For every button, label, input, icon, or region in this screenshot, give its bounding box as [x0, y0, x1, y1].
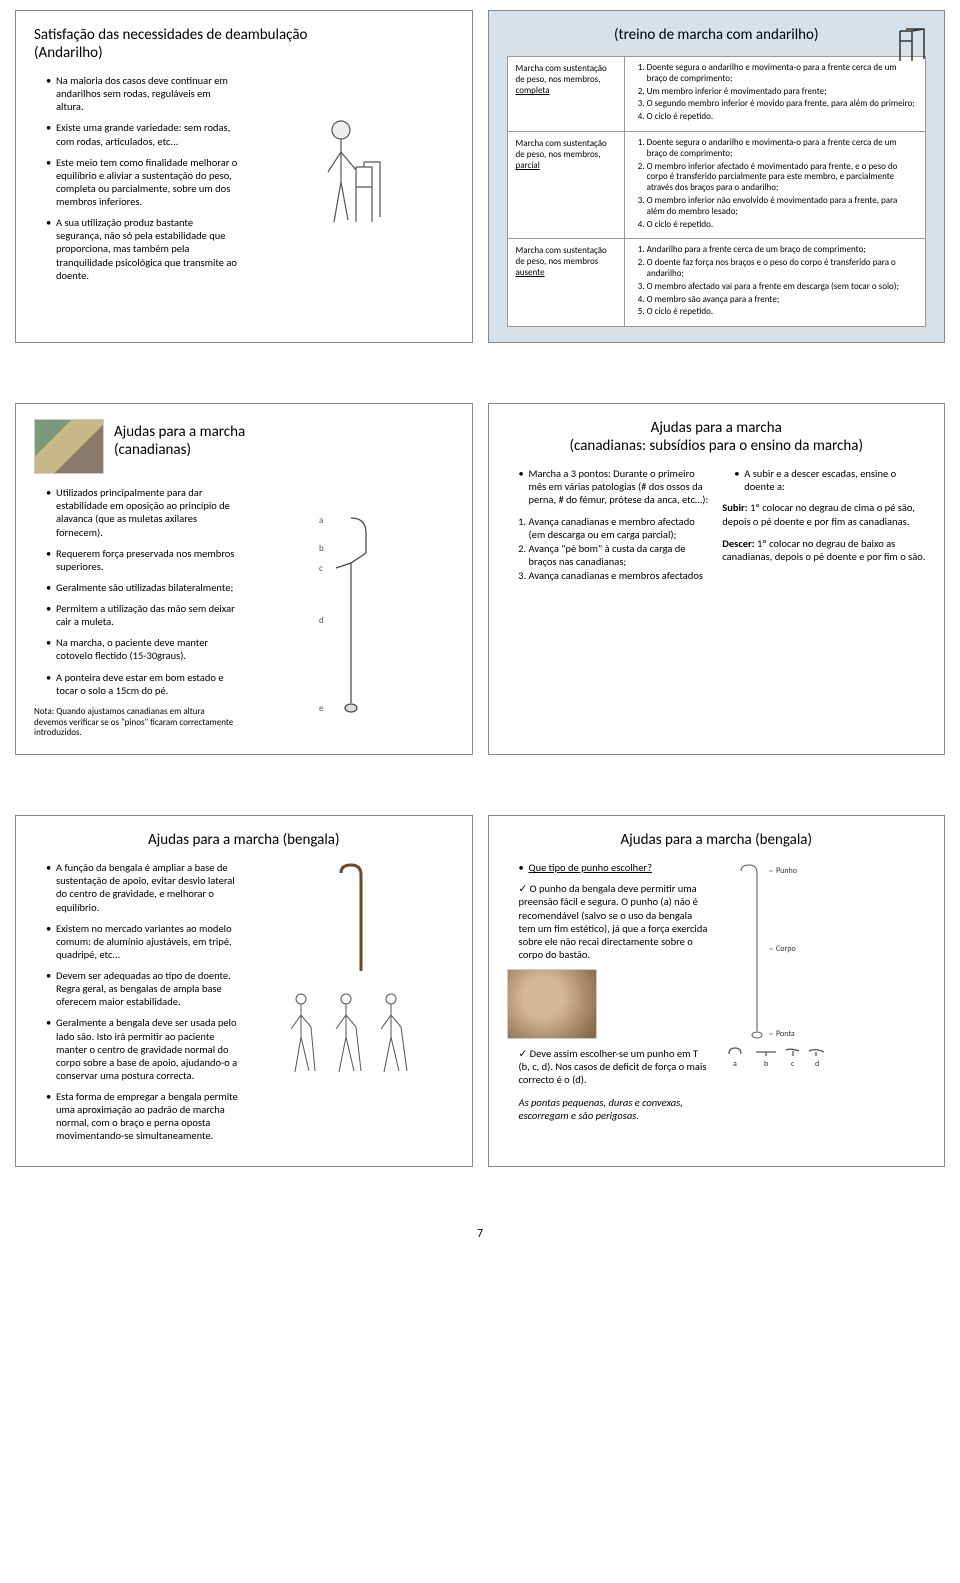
- table-row: Marcha com sustentação de peso, nos memb…: [507, 239, 926, 327]
- intro-text: A subir e a descer escadas, ensine o doe…: [734, 467, 926, 493]
- hand-photo: [507, 969, 597, 1039]
- svg-text:a: a: [733, 1059, 737, 1069]
- bullet: Existe uma grande variedade: sem rodas, …: [46, 121, 239, 147]
- bullet: Geralmente a bengala deve ser usada pelo…: [46, 1016, 239, 1082]
- note-text: Nota: Quando ajustamos canadianas em alt…: [34, 707, 239, 739]
- svg-text:Corpo: Corpo: [776, 944, 796, 954]
- cane-parts-illustration: Punho Corpo Ponta a b c d: [721, 861, 926, 1122]
- svg-text:e: e: [319, 703, 324, 714]
- warning-note: As pontas pequenas, duras e convexas, es…: [507, 1096, 712, 1122]
- bullet: A sua utilização produz bastante seguran…: [46, 216, 239, 282]
- crutch-illustration: a b c d e: [249, 486, 454, 739]
- page-number: 7: [15, 1227, 945, 1241]
- svg-text:b: b: [319, 543, 324, 554]
- row-1: Satisfação das necessidades de deambulaç…: [15, 10, 945, 343]
- svg-text:b: b: [764, 1059, 768, 1069]
- walker-illustration: [249, 74, 454, 290]
- andarilho-bullets: Na maioria dos casos deve continuar em a…: [34, 74, 239, 282]
- bullet: Existem no mercado variantes ao modelo c…: [46, 922, 239, 961]
- intro-text: Marcha a 3 pontos: Durante o primeiro mê…: [519, 467, 711, 506]
- bullet: A função da bengala é ampliar a base de …: [46, 861, 239, 914]
- slide-title: Ajudas para a marcha (canadianas: subsíd…: [507, 419, 927, 455]
- slide-title: Ajudas para a marcha (bengala): [507, 831, 927, 849]
- svg-text:d: d: [815, 1059, 819, 1069]
- cane-icon: [321, 861, 381, 981]
- step: Avança canadianas e membro afectado (em …: [529, 515, 711, 542]
- svg-text:a: a: [319, 515, 323, 526]
- slide-bengala-left: Ajudas para a marcha (bengala) A função …: [15, 815, 473, 1166]
- slide-canadianas: Ajudas para a marcha (canadianas) Utiliz…: [15, 403, 473, 755]
- svg-text:d: d: [319, 615, 324, 626]
- slide-title: Satisfação das necessidades de deambulaç…: [34, 26, 454, 62]
- bullet: A ponteira deve estar em bom estado e to…: [46, 671, 239, 697]
- bullet: Permitem a utilização das mão sem deixar…: [46, 602, 239, 628]
- question: Que tipo de punho escolher?: [519, 861, 712, 874]
- walker-icon: [894, 23, 930, 68]
- bullet: Este meio tem como finalidade melhorar o…: [46, 156, 239, 209]
- table-row: Marcha com sustentação de peso, nos memb…: [507, 57, 926, 132]
- svg-text:c: c: [791, 1059, 795, 1069]
- slide-title: (treino de marcha com andarilho): [507, 26, 927, 44]
- row-2: Ajudas para a marcha (canadianas) Utiliz…: [15, 403, 945, 755]
- bengala-bullets: A função da bengala é ampliar a base de …: [34, 861, 239, 1142]
- canadianas-bullets: Utilizados principalmente para dar estab…: [34, 486, 239, 697]
- slide-title: Ajudas para a marcha (bengala): [34, 831, 454, 849]
- subir-label: Subir:: [722, 501, 747, 514]
- svg-text:Punho: Punho: [776, 866, 797, 876]
- bullet: Geralmente são utilizadas bilateralmente…: [46, 581, 239, 594]
- slide-title: Ajudas para a marcha (canadianas): [114, 423, 245, 459]
- svg-text:Ponta: Ponta: [776, 1029, 795, 1039]
- gait-table: Marcha com sustentação de peso, nos memb…: [507, 56, 927, 327]
- bullet: Na marcha, o paciente deve manter cotove…: [46, 636, 239, 662]
- walking-figures-icon: [281, 987, 421, 1087]
- svg-text:c: c: [319, 563, 323, 574]
- bullet: Utilizados principalmente para dar estab…: [46, 486, 239, 539]
- descer-label: Descer:: [722, 537, 754, 550]
- step: Avança "pé bom" à custa da carga de braç…: [529, 542, 711, 569]
- bullet: Esta forma de empregar a bengala permite…: [46, 1090, 239, 1143]
- photo-canadianas: [34, 419, 104, 474]
- bullet: Devem ser adequadas ao tipo de doente. R…: [46, 969, 239, 1008]
- slide-andarilho-intro: Satisfação das necessidades de deambulaç…: [15, 10, 473, 343]
- bullet: Na maioria dos casos deve continuar em a…: [46, 74, 239, 113]
- slide-treino-marcha: (treino de marcha com andarilho) Marcha …: [488, 10, 946, 343]
- slide-canadianas-ensino: Ajudas para a marcha (canadianas: subsíd…: [488, 403, 946, 755]
- slide-bengala-right: Ajudas para a marcha (bengala) Que tipo …: [488, 815, 946, 1166]
- table-row: Marcha com sustentação de peso, nos memb…: [507, 131, 926, 238]
- step: Avança canadianas e membros afectados: [529, 569, 711, 583]
- row-3: Ajudas para a marcha (bengala) A função …: [15, 815, 945, 1166]
- bullet: Requerem força preservada nos membros su…: [46, 547, 239, 573]
